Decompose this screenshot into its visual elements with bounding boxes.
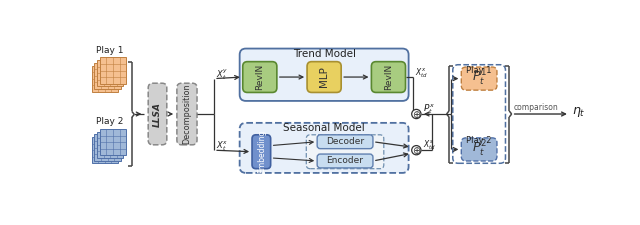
- Text: MLP: MLP: [319, 67, 329, 88]
- Text: Play 1: Play 1: [96, 46, 123, 55]
- Text: RevIN: RevIN: [255, 64, 264, 90]
- Text: $X_{td}^{x}$: $X_{td}^{x}$: [415, 67, 428, 80]
- Text: Decoder: Decoder: [326, 137, 364, 146]
- FancyBboxPatch shape: [97, 60, 124, 86]
- FancyBboxPatch shape: [239, 123, 408, 173]
- Text: RevIN: RevIN: [384, 64, 393, 90]
- FancyBboxPatch shape: [177, 83, 197, 145]
- Text: Embedding: Embedding: [257, 130, 266, 173]
- FancyBboxPatch shape: [307, 62, 341, 92]
- FancyBboxPatch shape: [252, 135, 271, 169]
- Text: Encoder: Encoder: [326, 156, 364, 165]
- FancyBboxPatch shape: [148, 83, 167, 145]
- FancyBboxPatch shape: [317, 154, 373, 168]
- Text: $P_t^{x}$: $P_t^{x}$: [422, 103, 435, 116]
- FancyBboxPatch shape: [94, 63, 121, 89]
- FancyBboxPatch shape: [461, 67, 497, 90]
- Text: LLSA: LLSA: [153, 101, 162, 126]
- FancyBboxPatch shape: [317, 135, 373, 149]
- Text: $\oplus$: $\oplus$: [412, 145, 421, 156]
- Text: $X_{td}^{s}$: $X_{td}^{s}$: [422, 139, 436, 152]
- FancyBboxPatch shape: [100, 57, 126, 84]
- FancyBboxPatch shape: [97, 132, 124, 158]
- Text: $P_t^1$: $P_t^1$: [472, 68, 486, 88]
- Text: Trend Model: Trend Model: [292, 49, 356, 59]
- Text: Play 2: Play 2: [467, 136, 492, 145]
- FancyBboxPatch shape: [94, 134, 121, 161]
- FancyBboxPatch shape: [239, 49, 408, 101]
- FancyBboxPatch shape: [100, 129, 126, 155]
- FancyBboxPatch shape: [92, 137, 118, 163]
- Text: Seasonal Model: Seasonal Model: [284, 123, 365, 133]
- FancyBboxPatch shape: [92, 65, 118, 92]
- Text: Play 2: Play 2: [96, 117, 123, 126]
- FancyBboxPatch shape: [461, 138, 497, 161]
- Text: $X_t^y$: $X_t^y$: [216, 67, 228, 81]
- Text: $\oplus$: $\oplus$: [412, 108, 421, 119]
- Text: $P_t^2$: $P_t^2$: [472, 139, 486, 159]
- FancyBboxPatch shape: [307, 135, 384, 169]
- Circle shape: [412, 146, 421, 155]
- Text: Play 1: Play 1: [467, 66, 492, 75]
- Text: $\eta_t$: $\eta_t$: [572, 106, 586, 119]
- FancyBboxPatch shape: [371, 62, 406, 92]
- Text: comparison: comparison: [513, 103, 558, 112]
- Text: Decomposition: Decomposition: [182, 84, 191, 144]
- Text: $X_t^x$: $X_t^x$: [216, 140, 228, 153]
- Circle shape: [412, 109, 421, 119]
- FancyBboxPatch shape: [243, 62, 277, 92]
